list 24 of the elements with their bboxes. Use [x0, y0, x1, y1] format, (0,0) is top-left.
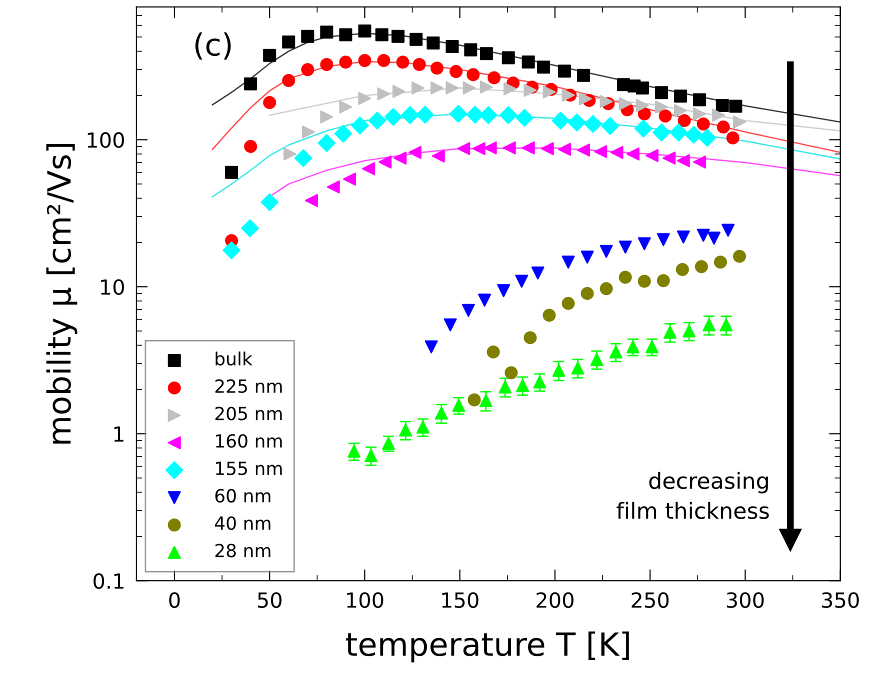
y-axis-title: mobility μ [cm²/Vs]	[46, 144, 78, 444]
y-tick-label: 10	[101, 279, 124, 295]
legend-label: bulk	[216, 352, 252, 366]
y-tick-label: 0.1	[94, 573, 124, 589]
annotation: (c)	[195, 32, 231, 60]
legend-label: 225 nm	[215, 379, 282, 393]
legend-label: 60 nm	[215, 488, 270, 503]
x-tick-label: 350	[822, 592, 859, 608]
legend-label: 155 nm	[216, 462, 282, 476]
x-tick-label: 50	[258, 592, 282, 608]
legend-label: 160 nm	[216, 434, 282, 448]
x-tick-label: 100	[347, 592, 384, 608]
annotation: decreasing film thickness	[616, 472, 769, 520]
legend-label: 205 nm	[215, 406, 282, 420]
x-tick-label: 150	[442, 592, 478, 608]
x-axis-title: temperature T [K]	[346, 631, 629, 662]
x-tick-label: 250	[632, 592, 669, 608]
x-tick-label: 200	[536, 592, 574, 608]
legend-label: 40 nm	[214, 516, 270, 530]
legend-label: 28 nm	[215, 544, 270, 558]
y-tick-label: 1	[114, 426, 124, 442]
x-tick-label: 300	[726, 592, 764, 608]
x-tick-label: 0	[169, 592, 180, 608]
y-tick-label: 100	[88, 132, 124, 148]
